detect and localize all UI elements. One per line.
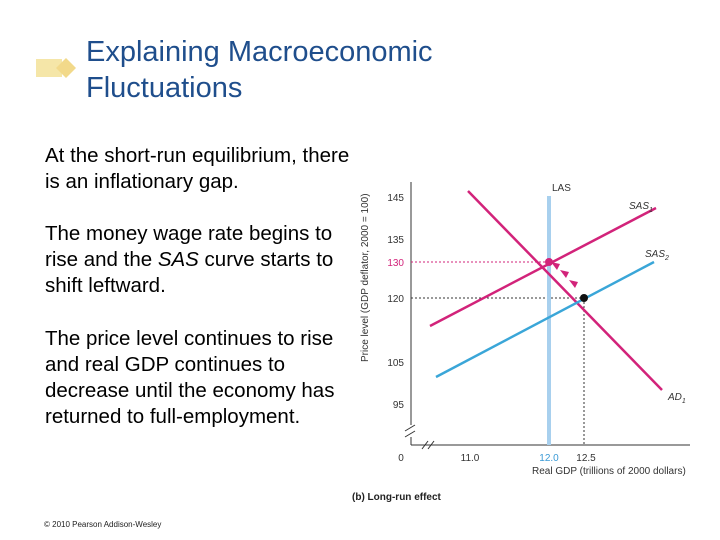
adjustment-arrows <box>551 262 578 288</box>
x-tick-11: 11.0 <box>461 453 480 464</box>
sas1-curve <box>429 206 657 328</box>
y-axis-title: Price level (GDP deflator, 2000 = 100) <box>360 193 371 362</box>
y-tick-135: 135 <box>387 235 404 246</box>
copyright-notice: © 2010 Pearson Addison-Wesley <box>44 520 162 529</box>
paragraph-money-wage-sas: SAS <box>157 248 199 271</box>
sas1-label-sub: 1 <box>649 207 653 214</box>
x-tick-12-5: 12.5 <box>576 453 596 464</box>
title-bullet-decoration <box>36 58 76 78</box>
long-run-equilibrium-point <box>580 294 588 302</box>
sas2-label-main: SAS <box>645 249 665 260</box>
sas2-label-sub: 2 <box>664 255 669 262</box>
paragraph-money-wage-before: The money wage rate begins to rise and t… <box>45 222 333 271</box>
paragraph-money-wage: The money wage rate begins to rise and t… <box>45 221 350 299</box>
x-tick-0: 0 <box>398 453 404 464</box>
short-run-equilibrium-point <box>545 258 553 266</box>
y-tick-130: 130 <box>387 258 404 269</box>
y-tick-105: 105 <box>387 358 404 369</box>
y-tick-120: 120 <box>387 294 404 305</box>
x-tick-12: 12.0 <box>539 453 559 464</box>
chart-caption: (b) Long-run effect <box>352 492 442 503</box>
y-tick-145: 145 <box>387 193 404 204</box>
paragraph-money-wage-after: curve starts to shift leftward. <box>45 248 334 297</box>
sas1-label: SAS1 <box>629 201 653 214</box>
ad1-label: AD1 <box>667 392 686 405</box>
ad1-label-sub: 1 <box>682 398 686 405</box>
ad1-label-main: AD <box>667 392 682 403</box>
paragraph-price-level: The price level continues to rise and re… <box>45 327 335 428</box>
sas2-curve <box>435 260 655 379</box>
slide-title: Explaining Macroeconomic Fluctuations <box>86 34 526 106</box>
title-line-1: Explaining Macroeconomic <box>86 36 433 68</box>
sas2-label: SAS2 <box>645 249 669 262</box>
sas1-label-main: SAS <box>629 201 649 212</box>
y-axis-break-icon <box>404 424 416 445</box>
las-label: LAS <box>552 183 571 194</box>
y-tick-95: 95 <box>393 400 405 411</box>
x-axis-title: Real GDP (trillions of 2000 dollars) <box>532 466 686 477</box>
ad1-curve <box>467 190 663 391</box>
paragraph-inflationary-gap: At the short-run equilibrium, there is a… <box>45 144 350 193</box>
title-line-2: Fluctuations <box>86 72 243 104</box>
x-axis-break-icon <box>421 440 435 450</box>
